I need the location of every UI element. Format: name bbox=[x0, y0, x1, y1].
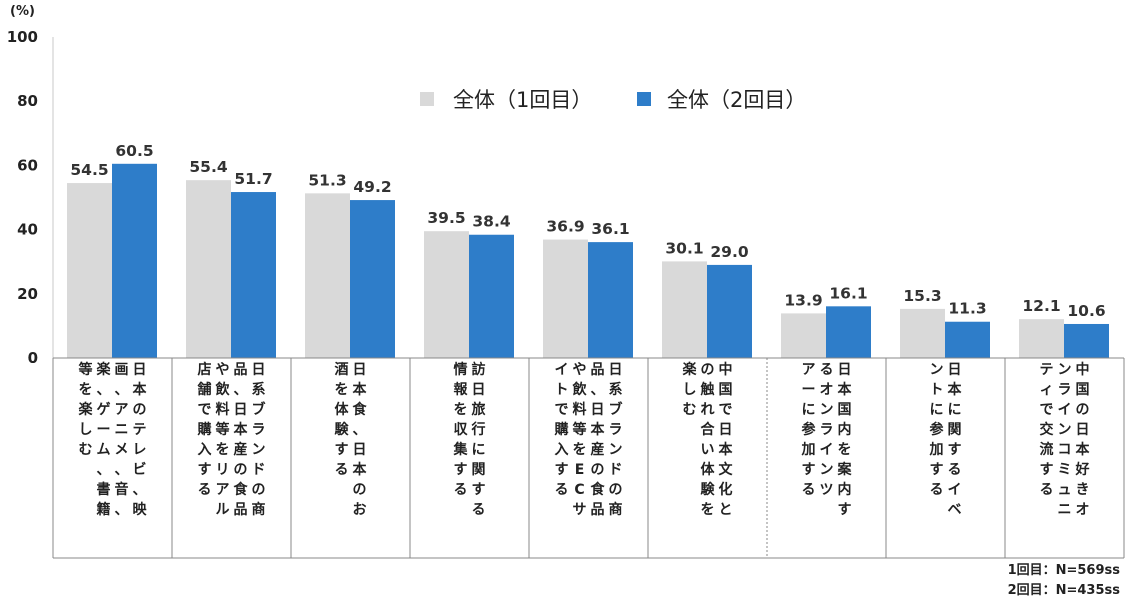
category-label-line: 酒を体験する bbox=[335, 362, 350, 478]
value-label: 36.9 bbox=[546, 218, 584, 236]
category-label-line: 日本国内を案内す bbox=[837, 362, 853, 518]
bar-series1 bbox=[900, 308, 945, 358]
category-label-line: 店舗で購入する bbox=[197, 361, 212, 498]
category-label-line: 品、日本産の食品 bbox=[234, 362, 249, 518]
category-label-line: 情報を収集する bbox=[453, 361, 469, 498]
value-label: 39.5 bbox=[427, 209, 465, 227]
bar-series2 bbox=[945, 321, 990, 358]
bar-series2 bbox=[1064, 323, 1109, 358]
category-labels: 日本のテレビ、映画、アニメ、音、楽、ゲーム、書籍等を楽しむ日系ブランドの商品、日… bbox=[78, 361, 1091, 518]
footnote-n1: 1回目：N=569ss bbox=[1008, 563, 1121, 578]
bar-series1 bbox=[186, 180, 231, 358]
value-label: 55.4 bbox=[189, 158, 227, 176]
category-label-line: ンラインコミュニ bbox=[1058, 362, 1072, 518]
category-label-line: 日本に関するイベ bbox=[948, 362, 963, 518]
unit-label: (%) bbox=[10, 4, 35, 19]
category-label-line: 日本のテレビ、映 bbox=[133, 362, 148, 518]
footnote-n2: 2回目：N=435ss bbox=[1008, 583, 1121, 598]
category-label-line: るオンラインツ bbox=[820, 362, 834, 498]
category-label-line: 楽しむ bbox=[682, 361, 698, 418]
value-label: 30.1 bbox=[665, 239, 703, 257]
category-label-line: 等を楽しむ bbox=[78, 361, 94, 458]
category-label-line: 中国の日本好きオ bbox=[1075, 361, 1091, 518]
bar-series2 bbox=[231, 192, 276, 358]
bar-series1 bbox=[67, 183, 112, 358]
value-label: 11.3 bbox=[948, 300, 986, 318]
bar-series2 bbox=[350, 200, 395, 358]
category-label-line: 品、日本産の食品 bbox=[591, 362, 606, 518]
value-label: 49.2 bbox=[353, 178, 391, 196]
value-label: 51.3 bbox=[308, 171, 346, 189]
bars bbox=[67, 163, 1109, 358]
y-axis-ticks: 100 80 60 40 20 0 bbox=[7, 28, 38, 367]
value-label: 29.0 bbox=[710, 243, 748, 261]
value-label: 54.5 bbox=[70, 161, 108, 179]
legend-swatch-series2 bbox=[637, 92, 651, 106]
category-label-line: 日系ブランドの商 bbox=[252, 362, 266, 518]
category-label-line: イトで購入する bbox=[554, 362, 569, 498]
category-label-line: 日系ブランドの商 bbox=[609, 362, 623, 518]
y-tick-label: 20 bbox=[17, 285, 38, 303]
category-table bbox=[52, 357, 1125, 559]
value-label: 12.1 bbox=[1022, 297, 1060, 315]
bar-series2 bbox=[112, 163, 157, 358]
y-tick-label: 100 bbox=[7, 28, 38, 46]
category-label-line: や飲料等をリアル bbox=[215, 362, 231, 518]
legend-swatch-series1 bbox=[420, 92, 434, 106]
value-label: 51.7 bbox=[234, 170, 272, 188]
y-tick-label: 40 bbox=[17, 221, 38, 239]
category-label-line: 中国で日本文化と bbox=[719, 361, 734, 518]
bar-series2 bbox=[707, 264, 752, 358]
value-label: 16.1 bbox=[829, 284, 867, 302]
value-label: 13.9 bbox=[784, 291, 822, 309]
category-label-line: ティで交流する bbox=[1040, 362, 1054, 498]
category-label-line: アーに参加する bbox=[801, 362, 817, 498]
y-tick-label: 80 bbox=[17, 92, 38, 110]
bar-series1 bbox=[781, 313, 826, 358]
bar-series2 bbox=[588, 242, 633, 358]
category-label-line: 画、アニメ、音、 bbox=[115, 362, 129, 518]
y-tick-label: 60 bbox=[17, 156, 38, 174]
bar-series2 bbox=[469, 234, 514, 358]
value-label: 10.6 bbox=[1067, 302, 1105, 320]
bar-series1 bbox=[1019, 319, 1064, 358]
bar-series2 bbox=[826, 306, 871, 358]
category-label-line: や飲料等を E C サ bbox=[572, 362, 588, 518]
category-label-line: 日本食、日本のお bbox=[353, 362, 368, 518]
category-label-line: 楽、ゲーム、書籍 bbox=[96, 361, 112, 518]
legend-label-series1: 全体（1回目） bbox=[453, 88, 592, 112]
value-label: 60.5 bbox=[115, 142, 153, 160]
value-label: 36.1 bbox=[591, 220, 629, 238]
value-label: 15.3 bbox=[903, 287, 941, 305]
value-label: 38.4 bbox=[472, 213, 510, 231]
y-tick-label: 0 bbox=[28, 349, 38, 367]
category-label-line: ントに参加する bbox=[929, 362, 945, 498]
bar-series1 bbox=[543, 239, 588, 358]
legend-label-series2: 全体（2回目） bbox=[667, 88, 806, 112]
bar-series1 bbox=[662, 261, 707, 358]
legend: 全体（1回目） 全体（2回目） bbox=[420, 88, 806, 112]
value-labels: 54.5 60.5 55.4 51.7 51.3 49.2 39.5 38.4 36.9 36.1… bbox=[70, 142, 1105, 320]
category-label-line: 訪日旅行に関する bbox=[471, 361, 486, 518]
bar-series1 bbox=[305, 193, 350, 358]
bar-series1 bbox=[424, 231, 469, 358]
category-label-line: の触れ合い体験を bbox=[700, 362, 716, 518]
